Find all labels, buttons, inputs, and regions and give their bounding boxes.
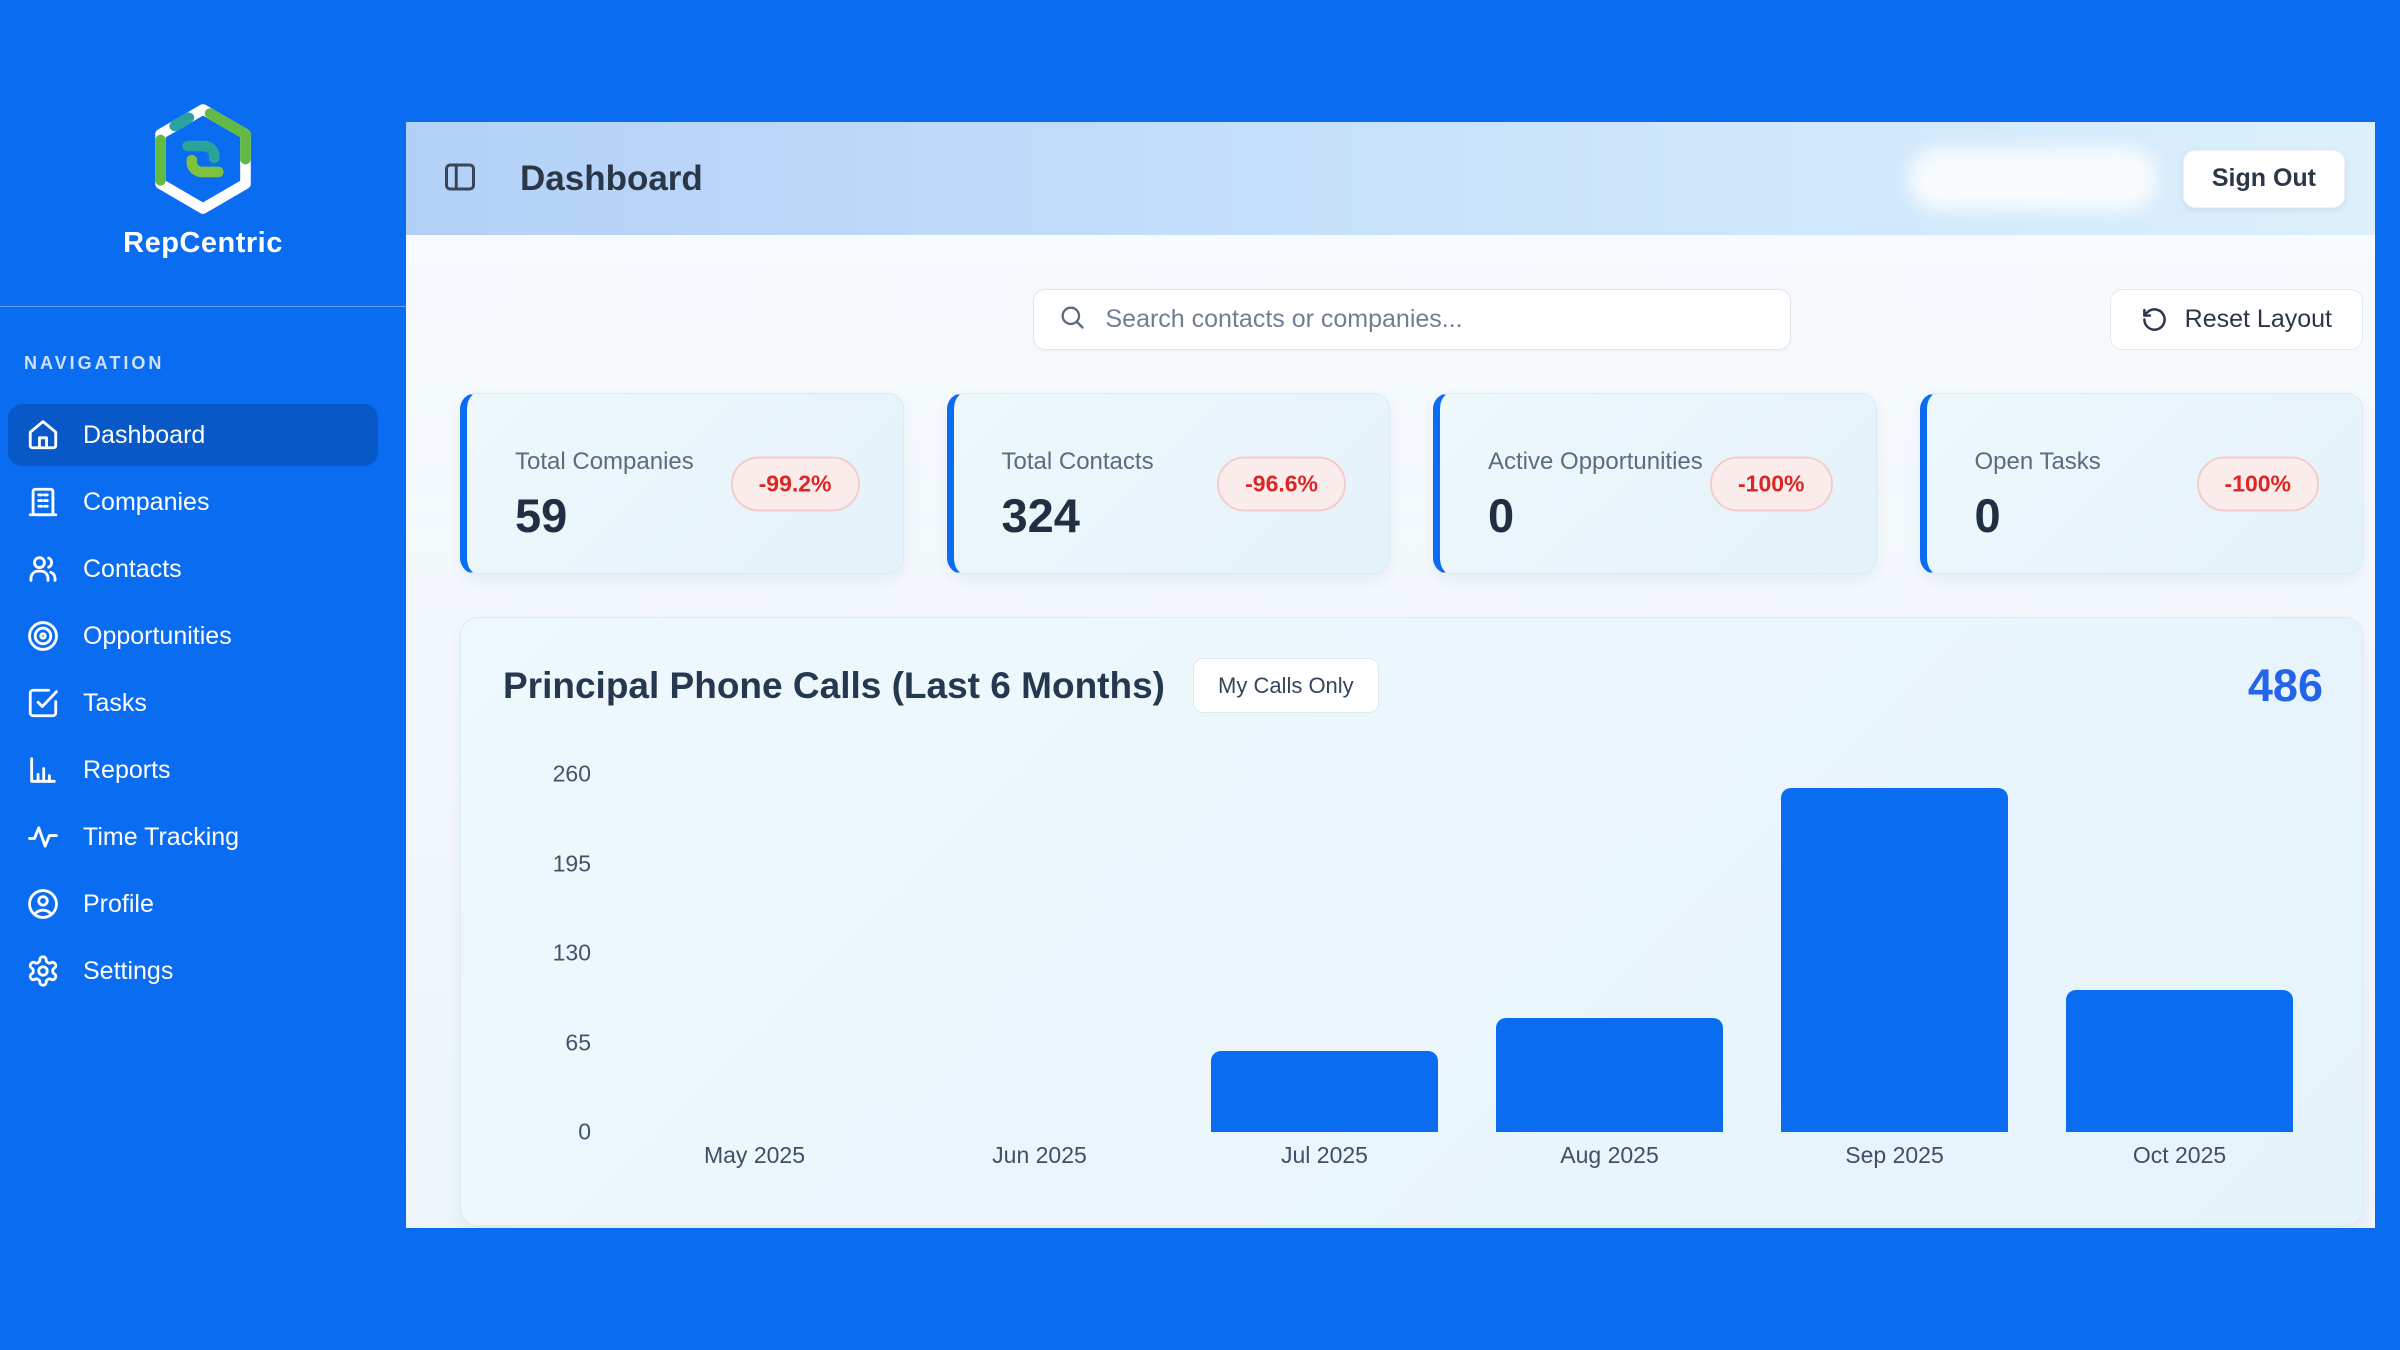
sidebar-item-contacts[interactable]: Contacts <box>8 538 378 600</box>
stat-card-open-tasks: Open Tasks 0 -100% <box>1919 393 2363 574</box>
y-tick-label: 130 <box>552 939 591 966</box>
toolbar-row: Reset Layout <box>460 289 2363 350</box>
sidebar-item-label: Companies <box>83 487 210 516</box>
chart-header: Principal Phone Calls (Last 6 Months) My… <box>461 618 2362 713</box>
stat-value: 0 <box>1488 489 1515 542</box>
stat-change-badge: -100% <box>1710 456 1833 511</box>
home-icon <box>26 418 60 452</box>
search-icon <box>1058 303 1086 336</box>
repcentric-logo-icon <box>155 104 251 214</box>
gear-icon <box>26 954 60 988</box>
sidebar-item-settings[interactable]: Settings <box>8 940 378 1002</box>
bar-slot-oct-2025 <box>2037 774 2322 1132</box>
sidebar-item-opportunities[interactable]: Opportunities <box>8 605 378 667</box>
stat-card-total-contacts: Total Contacts 324 -96.6% <box>946 393 1390 574</box>
search-box <box>1032 289 1791 350</box>
stat-label: Active Opportunities <box>1488 448 1703 475</box>
bar-aug-2025 <box>1496 1018 1723 1132</box>
sidebar-toggle-button[interactable] <box>440 159 480 199</box>
reset-layout-label: Reset Layout <box>2184 305 2332 333</box>
user-circle-icon <box>26 887 60 921</box>
sidebar-nav: Dashboard Companies Contacts Opportunities T… <box>0 404 406 1002</box>
page-title: Dashboard <box>520 158 703 198</box>
stat-value: 59 <box>515 489 568 542</box>
sidebar-item-time-tracking[interactable]: Time Tracking <box>8 806 378 868</box>
sidebar-item-label: Time Tracking <box>83 822 240 851</box>
app-header: Dashboard Sign Out <box>406 122 2375 235</box>
y-tick-label: 260 <box>552 760 591 787</box>
nav-section-label: NAVIGATION <box>24 353 165 373</box>
chart-x-axis: May 2025 Jun 2025 Jul 2025 Aug 2025 Sep 2025… <box>612 1142 2322 1169</box>
stats-row: Total Companies 59 -99.2% Total Contacts 324… <box>460 393 2363 574</box>
sidebar-item-profile[interactable]: Profile <box>8 873 378 935</box>
stat-change-badge: -100% <box>2196 456 2319 511</box>
sidebar-item-reports[interactable]: Reports <box>8 739 378 801</box>
sidebar-item-label: Dashboard <box>83 420 206 449</box>
x-tick-label: Jul 2025 <box>1281 1142 1368 1168</box>
bar-jul-2025 <box>1211 1051 1438 1132</box>
sidebar-item-dashboard[interactable]: Dashboard <box>8 404 378 466</box>
x-tick-label: Aug 2025 <box>1560 1142 1659 1168</box>
sidebar-item-label: Opportunities <box>83 621 232 650</box>
x-tick-label: Oct 2025 <box>2132 1142 2227 1168</box>
chart-title: Principal Phone Calls (Last 6 Months) <box>503 664 1165 706</box>
chart-bars <box>612 774 2322 1132</box>
sidebar-item-tasks[interactable]: Tasks <box>8 672 378 734</box>
x-tick-label: May 2025 <box>703 1142 805 1168</box>
stat-change-badge: -96.6% <box>1217 456 1346 511</box>
user-email-redacted <box>1908 147 2157 210</box>
brand-name: RepCentric <box>123 227 283 259</box>
sidebar-item-label: Profile <box>83 889 154 918</box>
dashboard-content: Reset Layout Total Companies59-99.2%Tota… <box>406 235 2375 1226</box>
activity-icon <box>26 820 60 854</box>
chart-y-axis: 0 65 130 195 260 <box>461 761 591 1145</box>
bar-slot-aug-2025 <box>1467 774 1752 1132</box>
chart-total-value: 486 <box>2247 659 2323 711</box>
sidebar-item-label: Contacts <box>83 554 182 583</box>
sign-out-button[interactable]: Sign Out <box>2182 149 2345 208</box>
rotate-ccw-icon <box>2142 308 2166 331</box>
sidebar-divider <box>0 306 406 307</box>
sidebar-item-companies[interactable]: Companies <box>8 471 378 533</box>
bar-sep-2025 <box>1781 788 2008 1132</box>
stat-value: 324 <box>1001 489 1080 542</box>
y-tick-label: 65 <box>565 1029 591 1055</box>
bar-slot-sep-2025 <box>1752 774 2037 1132</box>
chart-plot-area <box>612 774 2322 1132</box>
stat-change-badge: -99.2% <box>730 456 860 511</box>
bar-slot-may-2025 <box>612 774 897 1132</box>
reset-layout-button[interactable]: Reset Layout <box>2109 289 2363 350</box>
y-tick-label: 195 <box>552 850 591 876</box>
bar-slot-jul-2025 <box>1182 774 1467 1132</box>
stat-card-total-companies: Total Companies 59 -99.2% <box>460 393 904 574</box>
sidebar: RepCentric NAVIGATION Dashboard Companies… <box>0 0 406 1350</box>
main-panel: Dashboard Sign Out Reset Layout Total Co… <box>406 122 2375 1228</box>
bar-oct-2025 <box>2066 990 2293 1132</box>
building-icon <box>26 485 60 519</box>
stat-label: Open Tasks <box>1974 448 2101 475</box>
users-icon <box>26 552 60 586</box>
y-tick-label: 0 <box>578 1118 591 1145</box>
panel-left-icon <box>445 163 475 191</box>
phone-calls-chart-card: Principal Phone Calls (Last 6 Months) My… <box>460 617 2363 1226</box>
stat-value: 0 <box>1974 489 2001 542</box>
bar-chart-icon <box>26 753 60 787</box>
stat-card-active-opportunities: Active Opportunities 0 -100% <box>1433 393 1877 574</box>
bar-slot-jun-2025 <box>897 774 1182 1132</box>
my-calls-only-button[interactable]: My Calls Only <box>1193 658 1379 713</box>
stat-label: Total Contacts <box>1001 448 1154 475</box>
target-icon <box>26 619 60 653</box>
x-tick-label: Sep 2025 <box>1845 1142 1944 1168</box>
sidebar-item-label: Settings <box>83 956 174 985</box>
logo: RepCentric <box>0 0 406 260</box>
search-input[interactable] <box>1103 304 1766 335</box>
sidebar-item-label: Tasks <box>83 688 147 717</box>
sidebar-item-label: Reports <box>83 755 171 784</box>
x-tick-label: Jun 2025 <box>992 1142 1087 1168</box>
stat-label: Total Companies <box>515 448 694 475</box>
check-square-icon <box>26 686 60 720</box>
